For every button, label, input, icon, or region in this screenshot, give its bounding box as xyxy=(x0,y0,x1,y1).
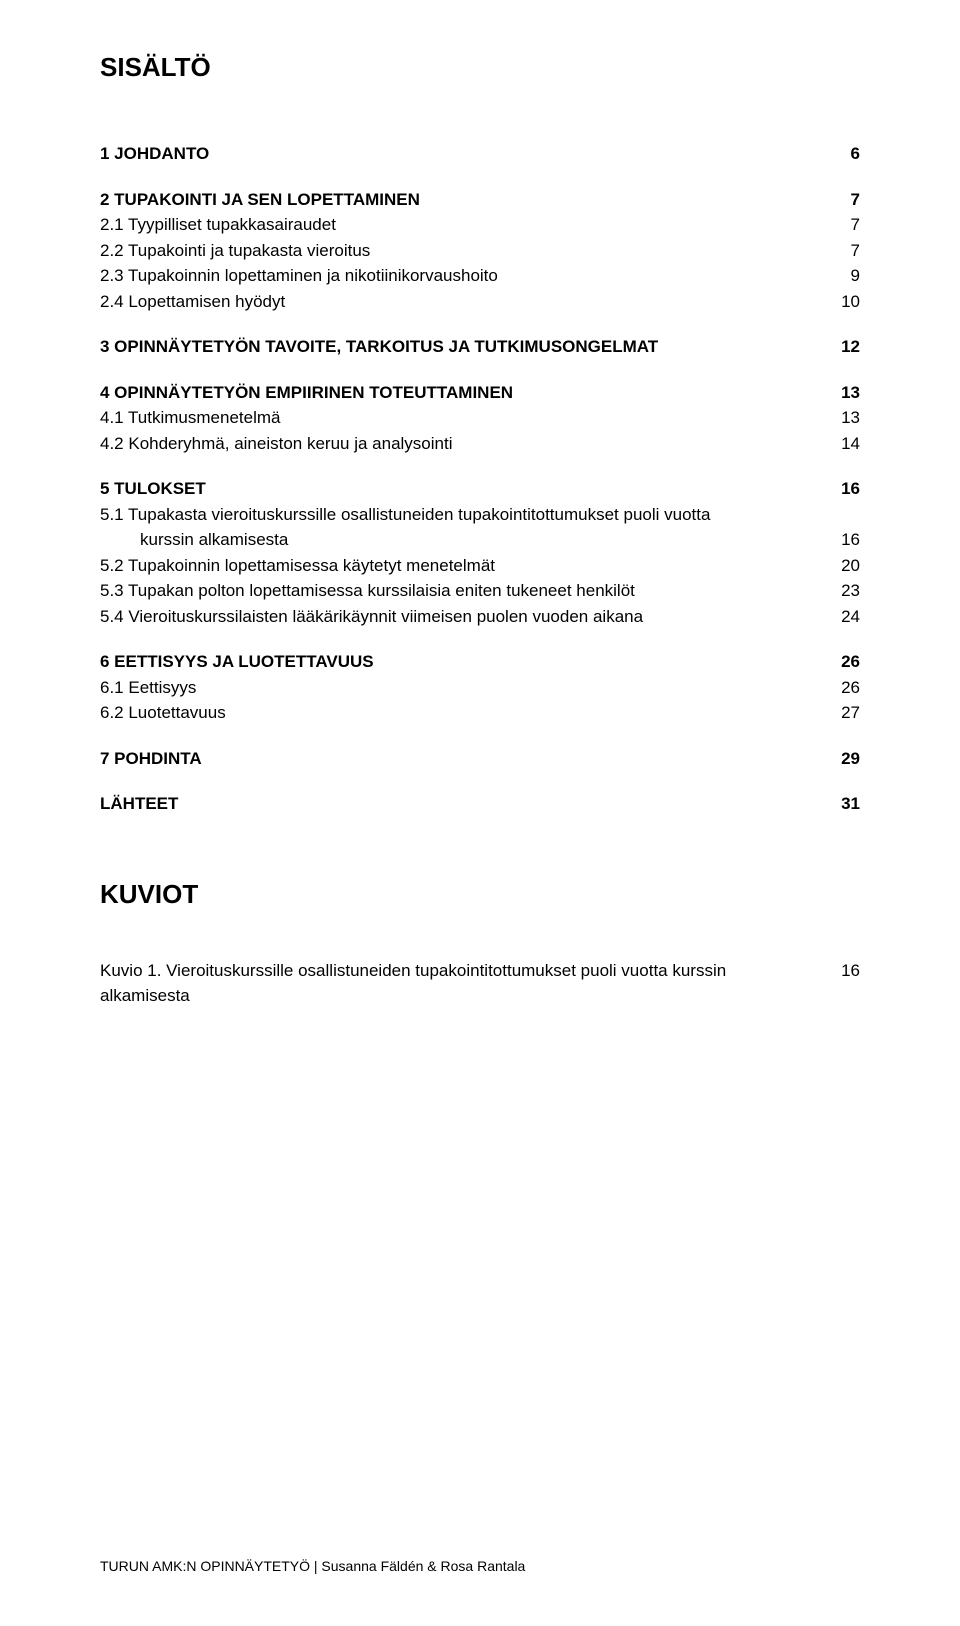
toc-row: 5.3 Tupakan polton lopettamisessa kurssi… xyxy=(100,578,860,604)
kuviot-list: Kuvio 1. Vieroituskurssille osallistunei… xyxy=(100,958,860,1009)
toc-page-number: 24 xyxy=(821,604,860,630)
toc-page-number: 12 xyxy=(821,334,860,360)
toc-page-number: 16 xyxy=(821,476,860,502)
kuviot-label: Kuvio 1. Vieroituskurssille osallistunei… xyxy=(100,958,740,1009)
toc-group: 2 TUPAKOINTI JA SEN LOPETTAMINEN72.1 Tyy… xyxy=(100,187,860,315)
toc-row: 2.1 Tyypilliset tupakkasairaudet7 xyxy=(100,212,860,238)
toc-group: 4 OPINNÄYTETYÖN EMPIIRINEN TOTEUTTAMINEN… xyxy=(100,380,860,457)
kuviot-page-number: 16 xyxy=(821,958,860,984)
toc-label: 4 OPINNÄYTETYÖN EMPIIRINEN TOTEUTTAMINEN xyxy=(100,380,821,406)
toc-page-number: 20 xyxy=(821,553,860,579)
toc-page-number: 23 xyxy=(821,578,860,604)
toc-group: LÄHTEET31 xyxy=(100,791,860,817)
toc-page-number: 14 xyxy=(821,431,860,457)
toc-row: 4 OPINNÄYTETYÖN EMPIIRINEN TOTEUTTAMINEN… xyxy=(100,380,860,406)
toc-page-number: 16 xyxy=(821,527,860,553)
toc-label: 5 TULOKSET xyxy=(100,476,821,502)
toc-label: 2 TUPAKOINTI JA SEN LOPETTAMINEN xyxy=(100,187,831,213)
toc-group: 3 OPINNÄYTETYÖN TAVOITE, TARKOITUS JA TU… xyxy=(100,334,860,360)
toc-row: 1 JOHDANTO6 xyxy=(100,141,860,167)
toc-row: 6 EETTISYYS JA LUOTETTAVUUS26 xyxy=(100,649,860,675)
table-of-contents: 1 JOHDANTO62 TUPAKOINTI JA SEN LOPETTAMI… xyxy=(100,141,860,817)
toc-label: 4.1 Tutkimusmenetelmä xyxy=(100,405,821,431)
toc-page-number: 13 xyxy=(821,380,860,406)
toc-page-number: 7 xyxy=(831,187,860,213)
toc-label: 1 JOHDANTO xyxy=(100,141,831,167)
page-title: SISÄLTÖ xyxy=(100,52,860,83)
toc-row: 2.4 Lopettamisen hyödyt10 xyxy=(100,289,860,315)
toc-page-number: 7 xyxy=(831,212,860,238)
toc-page-number: 7 xyxy=(831,238,860,264)
toc-page-number: 31 xyxy=(821,791,860,817)
toc-row: 6.2 Luotettavuus27 xyxy=(100,700,860,726)
toc-label-continuation: kurssin alkamisesta xyxy=(100,527,821,553)
toc-group: 1 JOHDANTO6 xyxy=(100,141,860,167)
toc-row: 4.2 Kohderyhmä, aineiston keruu ja analy… xyxy=(100,431,860,457)
toc-label: 2.4 Lopettamisen hyödyt xyxy=(100,289,821,315)
toc-label: 2.3 Tupakoinnin lopettaminen ja nikotiin… xyxy=(100,263,831,289)
kuviot-row: Kuvio 1. Vieroituskurssille osallistunei… xyxy=(100,958,860,1009)
toc-row: 6.1 Eettisyys26 xyxy=(100,675,860,701)
footer-text: TURUN AMK:N OPINNÄYTETYÖ | Susanna Fäldé… xyxy=(100,1558,525,1574)
toc-label: 3 OPINNÄYTETYÖN TAVOITE, TARKOITUS JA TU… xyxy=(100,334,821,360)
toc-label: 2.2 Tupakointi ja tupakasta vieroitus xyxy=(100,238,831,264)
toc-group: 5 TULOKSET165.1 Tupakasta vieroituskurss… xyxy=(100,476,860,629)
toc-label: 6.1 Eettisyys xyxy=(100,675,821,701)
toc-page-number: 29 xyxy=(821,746,860,772)
toc-row: 5.1 Tupakasta vieroituskurssille osallis… xyxy=(100,502,860,528)
toc-page-number: 9 xyxy=(831,263,860,289)
toc-row: kurssin alkamisesta16 xyxy=(100,527,860,553)
toc-label: 5.1 Tupakasta vieroituskurssille osallis… xyxy=(100,502,860,528)
toc-row: 2 TUPAKOINTI JA SEN LOPETTAMINEN7 xyxy=(100,187,860,213)
toc-row: LÄHTEET31 xyxy=(100,791,860,817)
toc-row: 5.2 Tupakoinnin lopettamisessa käytetyt … xyxy=(100,553,860,579)
toc-page-number: 10 xyxy=(821,289,860,315)
toc-row: 2.2 Tupakointi ja tupakasta vieroitus7 xyxy=(100,238,860,264)
toc-row: 5 TULOKSET16 xyxy=(100,476,860,502)
toc-page-number: 26 xyxy=(821,675,860,701)
kuviot-title: KUVIOT xyxy=(100,879,860,910)
toc-label: 2.1 Tyypilliset tupakkasairaudet xyxy=(100,212,831,238)
toc-label: LÄHTEET xyxy=(100,791,821,817)
toc-group: 6 EETTISYYS JA LUOTETTAVUUS266.1 Eettisy… xyxy=(100,649,860,726)
toc-page-number: 6 xyxy=(831,141,860,167)
toc-row: 4.1 Tutkimusmenetelmä13 xyxy=(100,405,860,431)
toc-label: 5.2 Tupakoinnin lopettamisessa käytetyt … xyxy=(100,553,821,579)
toc-label: 6 EETTISYYS JA LUOTETTAVUUS xyxy=(100,649,821,675)
toc-row: 7 POHDINTA29 xyxy=(100,746,860,772)
toc-row: 3 OPINNÄYTETYÖN TAVOITE, TARKOITUS JA TU… xyxy=(100,334,860,360)
toc-group: 7 POHDINTA29 xyxy=(100,746,860,772)
toc-row: 2.3 Tupakoinnin lopettaminen ja nikotiin… xyxy=(100,263,860,289)
toc-page-number: 27 xyxy=(821,700,860,726)
toc-label: 5.4 Vieroituskurssilaisten lääkärikäynni… xyxy=(100,604,821,630)
toc-label: 4.2 Kohderyhmä, aineiston keruu ja analy… xyxy=(100,431,821,457)
toc-page-number: 13 xyxy=(821,405,860,431)
toc-label: 6.2 Luotettavuus xyxy=(100,700,821,726)
toc-label: 5.3 Tupakan polton lopettamisessa kurssi… xyxy=(100,578,821,604)
toc-page-number: 26 xyxy=(821,649,860,675)
toc-row: 5.4 Vieroituskurssilaisten lääkärikäynni… xyxy=(100,604,860,630)
toc-label: 7 POHDINTA xyxy=(100,746,821,772)
